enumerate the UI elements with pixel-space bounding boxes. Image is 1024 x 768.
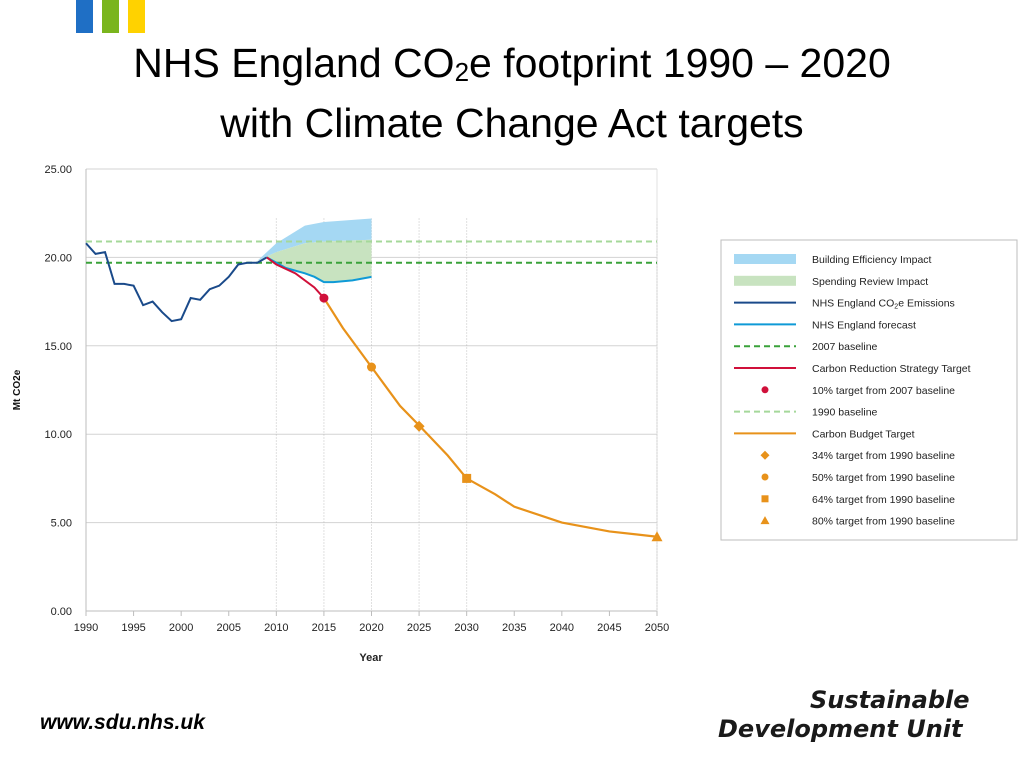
legend-label: 10% target from 2007 baseline — [812, 385, 955, 397]
target-marker-square — [462, 473, 472, 483]
legend-item: Carbon Budget Target — [734, 428, 915, 440]
x-tick-label: 2010 — [264, 622, 288, 634]
footer-url[interactable]: www.sdu.nhs.uk — [40, 711, 205, 734]
x-tick-label: 2000 — [169, 622, 193, 634]
legend-label: NHS England forecast — [812, 319, 916, 331]
logo-bar-yellow — [128, 0, 145, 33]
logo-bar-green — [102, 0, 119, 33]
legend-item: 1990 baseline — [734, 407, 878, 419]
logo-bar-blue — [76, 0, 93, 33]
carbon-budget-line — [322, 297, 658, 538]
legend-key-circle — [761, 386, 769, 394]
x-tick-label: 2035 — [502, 622, 526, 634]
forecast-series-line — [266, 256, 372, 284]
legend-item: 50% target from 1990 baseline — [761, 472, 955, 484]
legend-label: 80% target from 1990 baseline — [812, 516, 955, 528]
sdu-logo-line-2: Development Unit — [718, 715, 963, 743]
legend-key-patch — [734, 254, 796, 264]
x-tick-label: 2015 — [312, 622, 336, 634]
emissions-chart: 0.00 5.00 10.00 15.00 20.00 25.00 1990 1995 2000… — [12, 164, 1018, 664]
target-marker-circle — [319, 293, 329, 303]
legend-item: NHS England CO2e Emissions — [734, 298, 955, 311]
x-axis-label: Year — [359, 652, 383, 664]
legend-key-circle — [761, 473, 769, 481]
x-tick-label: 2040 — [550, 622, 574, 634]
title-line-1: NHS England CO2e footprint 1990 – 2020 — [0, 38, 1024, 98]
title-line-2: with Climate Change Act targets — [220, 100, 804, 146]
legend-label: Building Efficiency Impact — [812, 254, 932, 266]
legend-key-diamond — [760, 450, 770, 460]
y-axis-label: Mt CO2e — [12, 369, 23, 410]
y-tick-label: 5.00 — [51, 518, 72, 530]
title-part-1: NHS England CO — [133, 40, 455, 86]
slide-title: NHS England CO2e footprint 1990 – 2020 w… — [0, 38, 1024, 149]
x-tick-label: 1995 — [121, 622, 145, 634]
legend-label: Carbon Budget Target — [812, 428, 915, 440]
title-part-2: e footprint 1990 – 2020 — [469, 40, 891, 86]
legend-item: 34% target from 1990 baseline — [760, 450, 955, 462]
legend-label: 34% target from 1990 baseline — [812, 450, 955, 462]
legend-item: Carbon Reduction Strategy Target — [734, 363, 971, 375]
x-tick-label: 2045 — [597, 622, 621, 634]
x-tick-label: 2030 — [454, 622, 478, 634]
sdu-logo-line-1: Sustainable — [810, 686, 970, 714]
legend-label: NHS England CO2e Emissions — [812, 298, 955, 311]
legend-item: 64% target from 1990 baseline — [761, 494, 955, 506]
legend-key-triangle — [760, 516, 770, 525]
legend-item: NHS England forecast — [734, 319, 916, 331]
building-efficiency-area — [257, 218, 372, 261]
legend-label: Spending Review Impact — [812, 276, 928, 288]
x-tick-label: 1990 — [74, 622, 98, 634]
emissions-series-line — [85, 242, 268, 323]
legend-key-square — [761, 495, 769, 503]
target-marker-circle — [367, 362, 376, 372]
legend-item: 80% target from 1990 baseline — [760, 516, 955, 528]
sdu-logo: Sustainable Development Unit — [718, 686, 970, 744]
legend-item: Spending Review Impact — [734, 275, 928, 288]
x-tick-label: 2050 — [645, 622, 669, 634]
x-tick-label: 2025 — [407, 622, 431, 634]
spending-review-area — [257, 239, 372, 283]
legend-label: 64% target from 1990 baseline — [812, 494, 955, 506]
crs-target-line — [266, 256, 325, 299]
legend-label: 1990 baseline — [812, 407, 878, 419]
target-marker-diamond — [413, 420, 425, 432]
x-tick-label: 2005 — [217, 622, 241, 634]
legend-box — [720, 239, 1018, 541]
legend-item: 10% target from 2007 baseline — [761, 385, 955, 397]
y-tick-label: 25.00 — [44, 164, 72, 176]
y-tick-label: 15.00 — [44, 341, 72, 353]
y-tick-label: 0.00 — [51, 606, 72, 618]
legend-item: 2007 baseline — [734, 341, 878, 353]
y-tick-label: 10.00 — [44, 429, 72, 441]
title-subscript: 2 — [454, 57, 470, 87]
legend-label: Carbon Reduction Strategy Target — [812, 363, 971, 375]
legend-label: 2007 baseline — [812, 341, 878, 353]
x-tick-label: 2020 — [359, 622, 383, 634]
target-marker-triangle — [651, 531, 663, 542]
legend-item: Building Efficiency Impact — [734, 254, 932, 266]
legend-label: 50% target from 1990 baseline — [812, 472, 955, 484]
legend-key-patch — [734, 275, 796, 286]
y-tick-label: 20.00 — [44, 252, 72, 264]
